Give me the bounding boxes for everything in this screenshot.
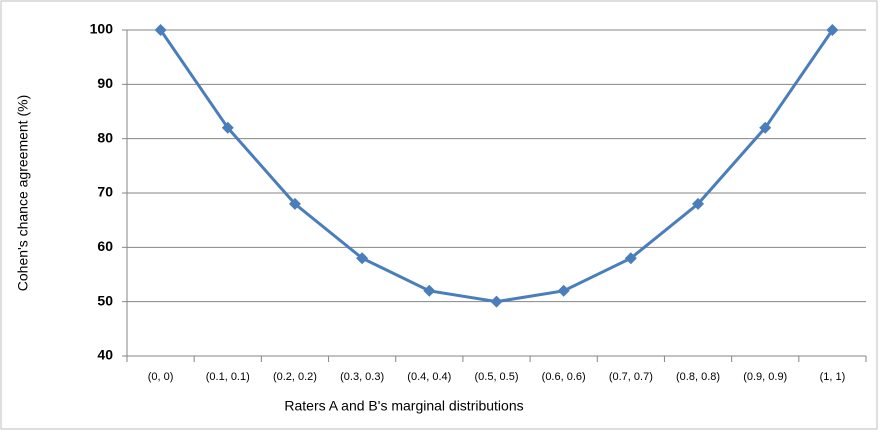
x-tick-label: (0.7, 0.7): [609, 371, 653, 383]
y-tick-label: 100: [90, 21, 114, 37]
y-tick-label: 50: [97, 292, 113, 308]
y-axis-title: Cohen's chance agreement (%): [15, 95, 31, 291]
data-marker: [759, 121, 772, 134]
data-marker: [692, 197, 705, 210]
data-marker: [826, 24, 839, 36]
data-marker: [356, 252, 369, 265]
data-marker: [490, 295, 503, 308]
data-marker: [624, 252, 637, 265]
data-marker: [423, 284, 436, 297]
x-tick-label: (0.1, 0.1): [206, 371, 250, 383]
x-tick-label: (0.3, 0.3): [340, 371, 384, 383]
x-tick-label: (0.9, 0.9): [743, 371, 787, 383]
x-tick-label: (0.4, 0.4): [407, 371, 451, 383]
x-tick-label: (0.5, 0.5): [474, 371, 518, 383]
y-tick-label: 40: [97, 347, 113, 363]
x-tick-label: (1, 1): [820, 371, 846, 383]
y-tick-label: 80: [97, 129, 113, 145]
data-marker: [557, 284, 570, 297]
data-marker: [288, 197, 301, 210]
x-tick-label: (0.8, 0.8): [676, 371, 720, 383]
data-marker: [221, 121, 234, 134]
data-marker: [154, 24, 167, 36]
y-tick-label: 60: [97, 238, 113, 254]
y-tick-label: 90: [97, 75, 113, 91]
y-tick-label: 70: [97, 184, 113, 200]
x-tick-label: (0, 0): [148, 371, 174, 383]
x-tick-label: (0.6, 0.6): [542, 371, 586, 383]
x-axis-title: Raters A and B's marginal distributions: [284, 398, 523, 414]
x-tick-label: (0.2, 0.2): [273, 371, 317, 383]
